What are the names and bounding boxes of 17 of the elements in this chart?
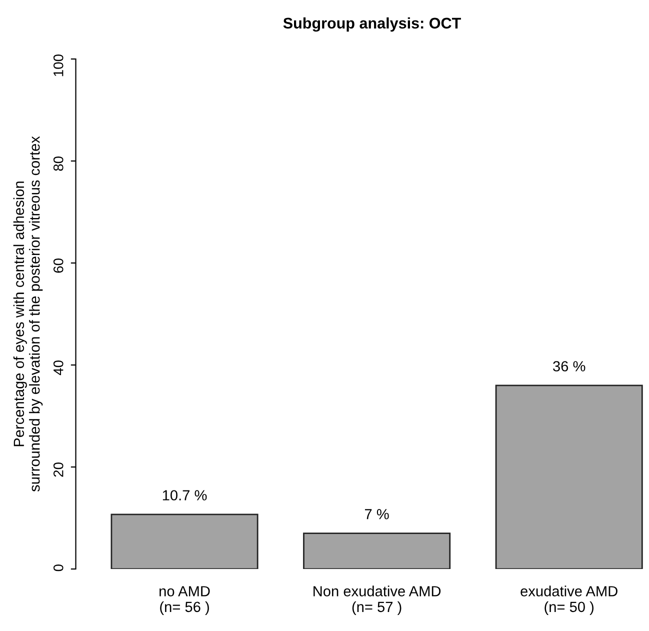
chart-title: Subgroup analysis: OCT <box>283 17 461 32</box>
data-label: 10.7 % <box>162 490 207 500</box>
bar <box>495 384 643 569</box>
bar <box>303 532 451 569</box>
data-label: 7 % <box>364 509 389 520</box>
y-tick-label: 60 <box>53 258 64 273</box>
y-tick-label: 80 <box>53 156 64 171</box>
y-tick-label: 40 <box>53 360 64 376</box>
y-tick-label: 100 <box>53 54 64 76</box>
x-tick-label: exudative AMD (n= 50 ) <box>520 586 618 615</box>
data-label: 36 % <box>553 361 586 372</box>
y-axis-title: Percentage of eyes with central adhesion surrounded by elevation of the posterior vitreous cortex <box>13 136 43 492</box>
y-tick-label: 0 <box>53 564 64 572</box>
x-tick-label: no AMD (n= 56 ) <box>160 586 210 615</box>
y-tick-label: 20 <box>53 462 64 477</box>
x-tick-label: Non exudative AMD (n= 57 ) <box>314 586 441 615</box>
bar <box>110 514 258 569</box>
